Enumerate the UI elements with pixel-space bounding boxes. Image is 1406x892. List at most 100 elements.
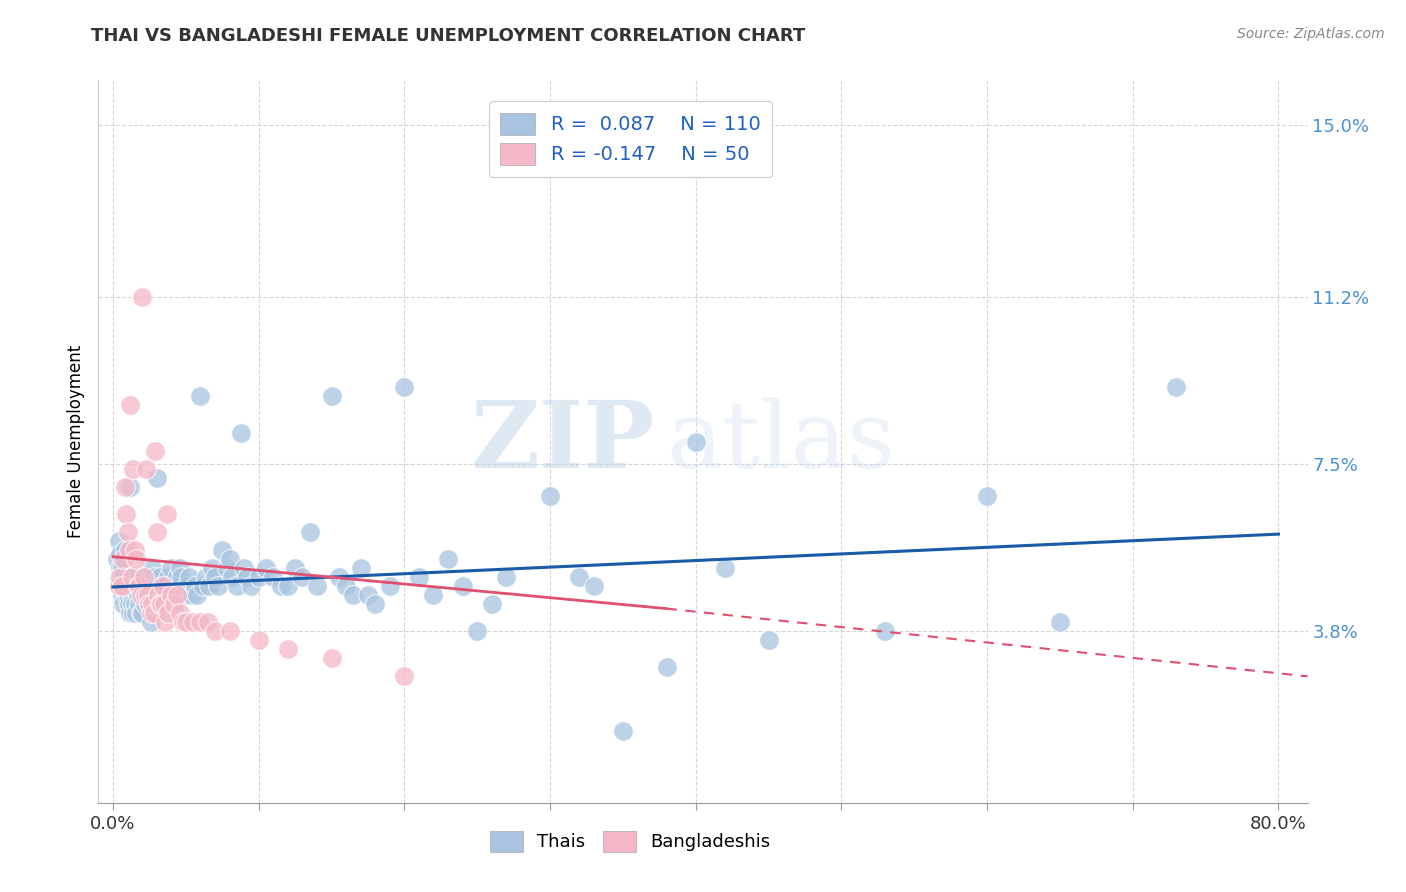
Point [121, 570, 143, 584]
Point [221, 570, 243, 584]
Point [247, 570, 270, 584]
Y-axis label: Female Unemployment: Female Unemployment [66, 345, 84, 538]
Point [218, 624, 240, 639]
Point [117, 524, 139, 539]
Point [117, 570, 139, 584]
Point [422, 588, 444, 602]
Point [131, 606, 153, 620]
Point [321, 651, 343, 665]
Point [231, 425, 253, 440]
Point [172, 615, 194, 630]
Point [120, 480, 142, 494]
Point [108, 579, 131, 593]
Point [128, 597, 150, 611]
Point [127, 588, 149, 602]
Point [350, 561, 373, 575]
Point [204, 570, 226, 584]
Point [132, 570, 155, 584]
Point [111, 561, 134, 575]
Point [125, 552, 148, 566]
Point [110, 548, 132, 562]
Point [1049, 615, 1071, 630]
Point [193, 579, 215, 593]
Point [138, 597, 160, 611]
Point [146, 597, 169, 611]
Point [495, 570, 517, 584]
Point [180, 588, 202, 602]
Point [152, 579, 174, 593]
Point [247, 633, 270, 648]
Point [112, 597, 135, 611]
Point [152, 588, 174, 602]
Point [120, 579, 142, 593]
Point [159, 597, 181, 611]
Point [112, 552, 135, 566]
Point [875, 624, 897, 639]
Point [262, 570, 284, 584]
Point [108, 533, 131, 548]
Point [105, 552, 128, 566]
Point [110, 579, 132, 593]
Point [157, 606, 180, 620]
Point [120, 606, 142, 620]
Point [108, 570, 131, 584]
Point [233, 561, 256, 575]
Point [284, 561, 307, 575]
Point [156, 597, 179, 611]
Point [198, 579, 221, 593]
Point [190, 389, 212, 403]
Point [114, 480, 136, 494]
Point [335, 579, 357, 593]
Point [758, 633, 780, 648]
Point [582, 579, 605, 593]
Point [143, 579, 166, 593]
Point [115, 507, 138, 521]
Point [138, 597, 160, 611]
Point [394, 669, 416, 683]
Point [204, 624, 226, 639]
Point [135, 461, 157, 475]
Point [142, 606, 165, 620]
Point [437, 552, 460, 566]
Point [190, 615, 212, 630]
Point [298, 524, 321, 539]
Point [114, 542, 136, 557]
Point [218, 552, 240, 566]
Point [142, 570, 165, 584]
Point [201, 561, 224, 575]
Point [165, 597, 187, 611]
Point [568, 570, 591, 584]
Point [122, 461, 145, 475]
Point [135, 579, 157, 593]
Point [132, 570, 155, 584]
Point [481, 597, 503, 611]
Point [174, 579, 197, 593]
Legend: Thais, Bangladeshis: Thais, Bangladeshis [484, 823, 778, 859]
Point [183, 579, 205, 593]
Point [145, 588, 167, 602]
Point [156, 507, 179, 521]
Point [236, 570, 259, 584]
Point [408, 570, 430, 584]
Point [177, 570, 200, 584]
Point [195, 570, 218, 584]
Point [181, 615, 204, 630]
Point [225, 579, 247, 593]
Point [118, 542, 141, 557]
Point [153, 597, 176, 611]
Point [240, 579, 263, 593]
Text: atlas: atlas [666, 397, 896, 486]
Point [141, 561, 163, 575]
Text: ZIP: ZIP [471, 397, 655, 486]
Point [976, 489, 998, 503]
Point [129, 588, 152, 602]
Point [139, 606, 162, 620]
Point [277, 579, 299, 593]
Point [121, 588, 143, 602]
Point [129, 606, 152, 620]
Point [112, 570, 135, 584]
Point [291, 570, 314, 584]
Point [170, 570, 193, 584]
Point [139, 615, 162, 630]
Point [166, 570, 188, 584]
